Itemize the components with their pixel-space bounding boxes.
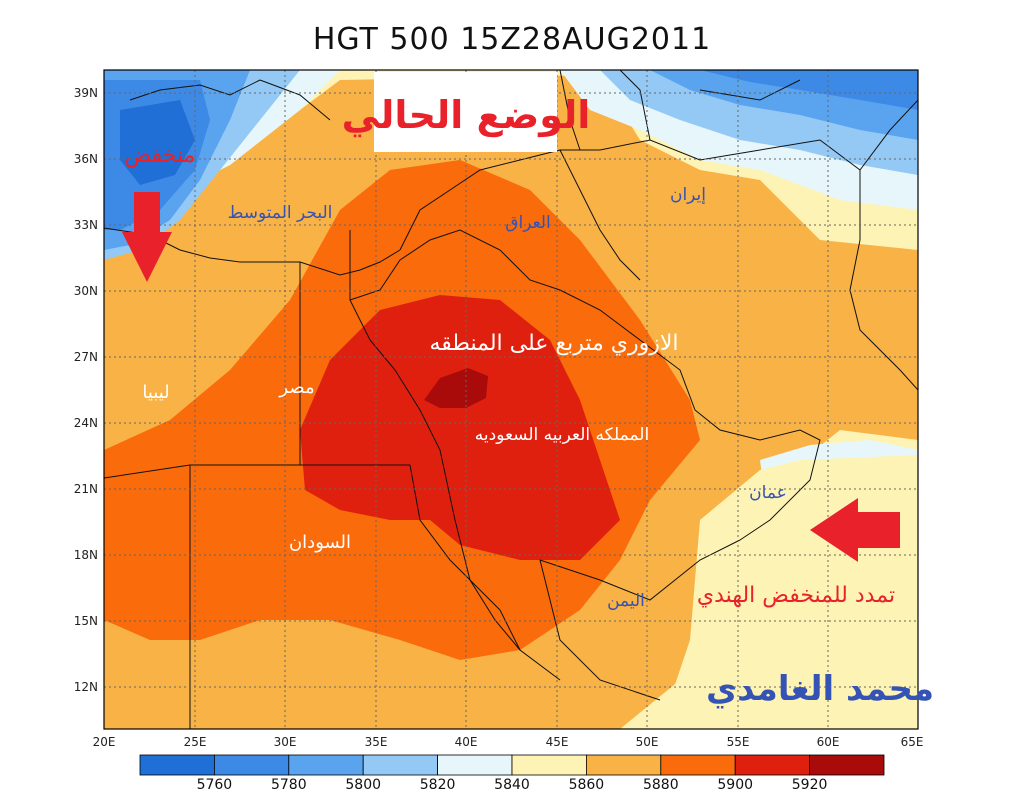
overlay-title-box	[374, 72, 557, 152]
left-arrow-icon	[810, 498, 900, 562]
legend-swatch	[586, 754, 662, 776]
legend-value-label: 5920	[792, 777, 828, 793]
chart-title: HGT 500 15Z28AUG2011	[312, 22, 712, 57]
lon-tick-label: 40E	[455, 735, 478, 749]
lon-axis: 20E 25E 30E 35E 40E 45E 50E 55E 60E 65E	[93, 735, 924, 749]
down-arrow-icon	[122, 192, 172, 282]
lon-tick-label: 45E	[546, 735, 569, 749]
lon-tick-label: 55E	[727, 735, 750, 749]
legend-swatch	[213, 754, 290, 776]
label-yemen: اليمن	[607, 591, 645, 611]
arrow-indian-low	[810, 498, 900, 562]
lon-tick-label: 20E	[93, 735, 116, 749]
lat-tick-label: 15N	[74, 614, 98, 628]
legend-swatch	[660, 754, 736, 776]
label-med-sea: البحر المتوسط	[228, 203, 333, 223]
legend-swatch	[139, 754, 215, 776]
legend-value-label: 5840	[494, 777, 530, 793]
legend-swatch	[362, 754, 439, 776]
legend-value-label: 5780	[271, 777, 307, 793]
label-low-med: منخفض	[125, 143, 196, 168]
legend-swatch	[437, 754, 513, 776]
lat-tick-label: 36N	[74, 152, 98, 166]
contour-5940-core	[424, 368, 488, 408]
label-author: محمد الغامدي	[706, 669, 934, 709]
lat-tick-label: 30N	[74, 284, 98, 298]
legend-value-label: 5800	[345, 777, 381, 793]
map-annotations: منخفض البحر المتوسط العراق إيران ليبيا م…	[125, 143, 934, 709]
legend-swatch	[809, 754, 885, 776]
lat-axis: 39N 36N 33N 30N 27N 24N 21N 18N 15N 12N	[74, 86, 98, 694]
contour-5780-north	[700, 70, 918, 110]
lat-tick-label: 27N	[74, 350, 98, 364]
legend-swatch	[288, 754, 364, 776]
legend-swatch	[734, 754, 811, 776]
label-sudan: السودان	[289, 532, 351, 553]
lon-tick-label: 25E	[184, 735, 207, 749]
label-indian-low: تمدد للمنخفض الهندي	[697, 583, 895, 608]
lat-tick-label: 18N	[74, 548, 98, 562]
label-saudi: المملكه العربيه السعوديه	[475, 425, 649, 445]
lat-tick-label: 12N	[74, 680, 98, 694]
overlay-title: الوضع الحالي	[342, 93, 591, 137]
country-borders	[104, 70, 918, 729]
color-legend: 5760 5780 5800 5820 5840 5860 5880 5900 5920	[139, 754, 885, 793]
lon-tick-label: 50E	[636, 735, 659, 749]
contour-5760-med	[120, 100, 195, 185]
lat-tick-label: 21N	[74, 482, 98, 496]
legend-value-label: 5900	[717, 777, 753, 793]
lat-tick-label: 39N	[74, 86, 98, 100]
label-iraq: العراق	[505, 213, 550, 233]
lon-tick-label: 60E	[817, 735, 840, 749]
label-oman: عمان	[749, 483, 787, 503]
map-frame	[103, 69, 919, 730]
lon-tick-label: 35E	[365, 735, 388, 749]
arrow-med-low	[122, 192, 172, 282]
height-contours	[104, 70, 918, 729]
lat-tick-label: 24N	[74, 416, 98, 430]
contour-5920-region	[300, 295, 620, 560]
legend-swatch	[511, 754, 587, 776]
legend-value-label: 5860	[569, 777, 605, 793]
legend-value-label: 5820	[420, 777, 456, 793]
legend-value-label: 5760	[197, 777, 233, 793]
lon-tick-label: 30E	[274, 735, 297, 749]
label-libya: ليبيا	[142, 382, 169, 403]
label-iran: إيران	[670, 185, 706, 205]
lon-tick-label: 65E	[901, 735, 924, 749]
label-egypt: مصر	[278, 377, 314, 398]
lat-tick-label: 33N	[74, 218, 98, 232]
label-ridge: الازوري متربع على المنطقه	[429, 331, 678, 356]
legend-value-label: 5880	[643, 777, 679, 793]
